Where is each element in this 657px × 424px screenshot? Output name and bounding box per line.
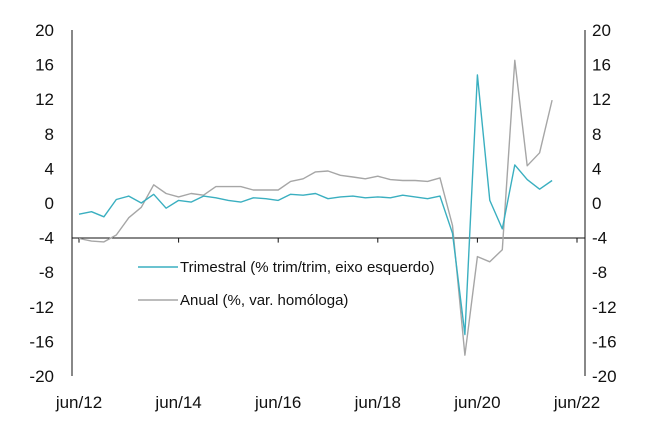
left-y-tick-label: 20 [35,21,54,40]
x-tick-label: jun/14 [154,393,201,412]
x-tick-labels: jun/12 jun/14 jun/16 jun/18 jun/20 jun/22 [55,393,600,412]
right-y-tick-label: -12 [592,298,617,317]
right-y-tick-labels: 20 16 12 8 4 0 -4 -8 -12 -16 -20 [592,21,617,386]
legend: Trimestral (% trim/trim, eixo esquerdo) … [138,259,435,309]
legend-label-trimestral: Trimestral (% trim/trim, eixo esquerdo) [180,259,435,276]
right-y-tick-label: 12 [592,90,611,109]
left-y-tick-label: 12 [35,90,54,109]
series-lines [78,59,553,356]
series-trimestral-line [78,74,553,336]
right-y-tick-label: 4 [592,159,601,178]
x-tick-label: jun/12 [55,393,102,412]
right-y-tick-label: -8 [592,263,607,282]
plot-axes [71,30,586,376]
left-y-tick-label: 0 [45,194,54,213]
right-y-tick-label: 16 [592,56,611,75]
right-y-tick-label: -4 [592,229,607,248]
x-tick-marks [78,237,578,243]
series-anual-line [78,59,553,356]
left-y-tick-label: 8 [45,125,54,144]
x-tick-label: jun/22 [553,393,600,412]
left-y-tick-label: -8 [39,263,54,282]
left-y-tick-label: -20 [29,367,54,386]
right-y-tick-label: 8 [592,125,601,144]
right-y-tick-label: -20 [592,367,617,386]
right-y-tick-label: -16 [592,332,617,351]
right-y-tick-label: 20 [592,21,611,40]
left-y-tick-label: 16 [35,56,54,75]
left-y-tick-label: 4 [45,159,54,178]
right-y-tick-label: 0 [592,194,601,213]
left-y-tick-label: -12 [29,298,54,317]
left-y-tick-label: -16 [29,332,54,351]
legend-label-anual: Anual (%, var. homóloga) [180,292,348,309]
left-y-tick-labels: 20 16 12 8 4 0 -4 -8 -12 -16 -20 [29,21,54,386]
left-y-tick-label: -4 [39,229,54,248]
x-tick-label: jun/18 [354,393,401,412]
x-tick-label: jun/16 [254,393,301,412]
x-tick-label: jun/20 [453,393,500,412]
